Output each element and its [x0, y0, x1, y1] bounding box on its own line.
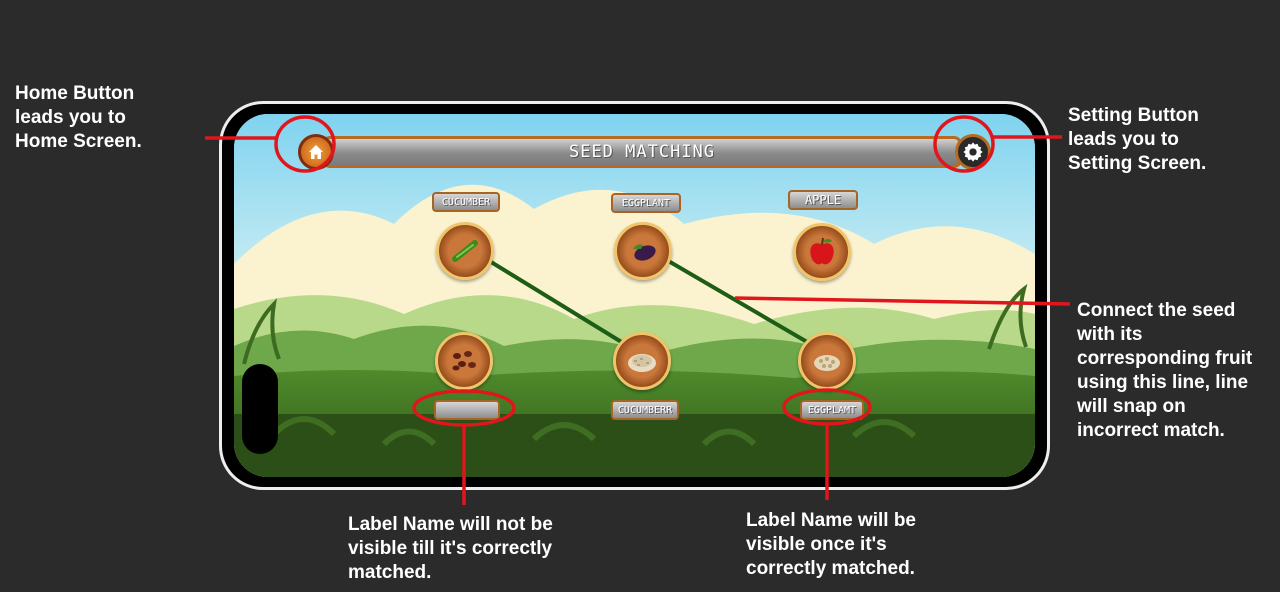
- phone-frame: SEED MATCHING CUCUMBER EGGPLANT APPLE: [219, 101, 1050, 490]
- fruit-label-cucumber: CUCUMBER: [432, 192, 500, 212]
- apple-icon: [810, 237, 834, 265]
- seeds-icon: [814, 355, 840, 371]
- settings-button-annotation: Setting Button leads you to Setting Scre…: [1068, 105, 1207, 174]
- settings-callout-ellipse: [933, 115, 995, 173]
- cucumber-icon: [452, 240, 478, 262]
- gear-icon: [963, 142, 983, 162]
- seed-slot-1[interactable]: [435, 332, 493, 390]
- title-bar: SEED MATCHING: [322, 136, 962, 168]
- connect-callout-line: [734, 296, 1071, 306]
- side-notch: [242, 364, 278, 454]
- home-button-annotation: Home Button leads you to Home Screen.: [15, 83, 142, 152]
- hidden-label-annotation: Label Name will not be visible till it's…: [348, 514, 553, 583]
- seed-slot-3[interactable]: [798, 332, 856, 390]
- seed-label-cucumberr: CUCUMBERR: [611, 400, 679, 420]
- fruit-slot-cucumber[interactable]: [436, 222, 494, 280]
- game-screen: SEED MATCHING CUCUMBER EGGPLANT APPLE: [234, 114, 1035, 477]
- fruit-label-eggplant: EGGPLANT: [611, 193, 681, 213]
- seed-label-eggplamt: EGGPLAMT: [800, 400, 864, 420]
- seed-slot-2[interactable]: [613, 332, 671, 390]
- hidden-label-callout-ellipse: [412, 389, 516, 427]
- eggplant-icon: [633, 244, 656, 261]
- seed-label-hidden: [434, 400, 500, 420]
- visible-label-callout-ellipse: [782, 388, 872, 426]
- page-title: SEED MATCHING: [568, 142, 716, 162]
- home-callout-ellipse: [274, 115, 336, 173]
- seeds-icon: [452, 351, 476, 371]
- fruit-slot-eggplant[interactable]: [614, 222, 672, 280]
- seeds-icon: [628, 354, 656, 372]
- connect-line-annotation: Connect the seed with its corresponding …: [1077, 300, 1253, 441]
- home-icon: [309, 145, 323, 159]
- visible-label-annotation: Label Name will be visible once it's cor…: [746, 510, 916, 579]
- fruit-label-apple: APPLE: [788, 190, 858, 210]
- fruit-slot-apple[interactable]: [793, 223, 851, 281]
- settings-button[interactable]: [955, 134, 991, 170]
